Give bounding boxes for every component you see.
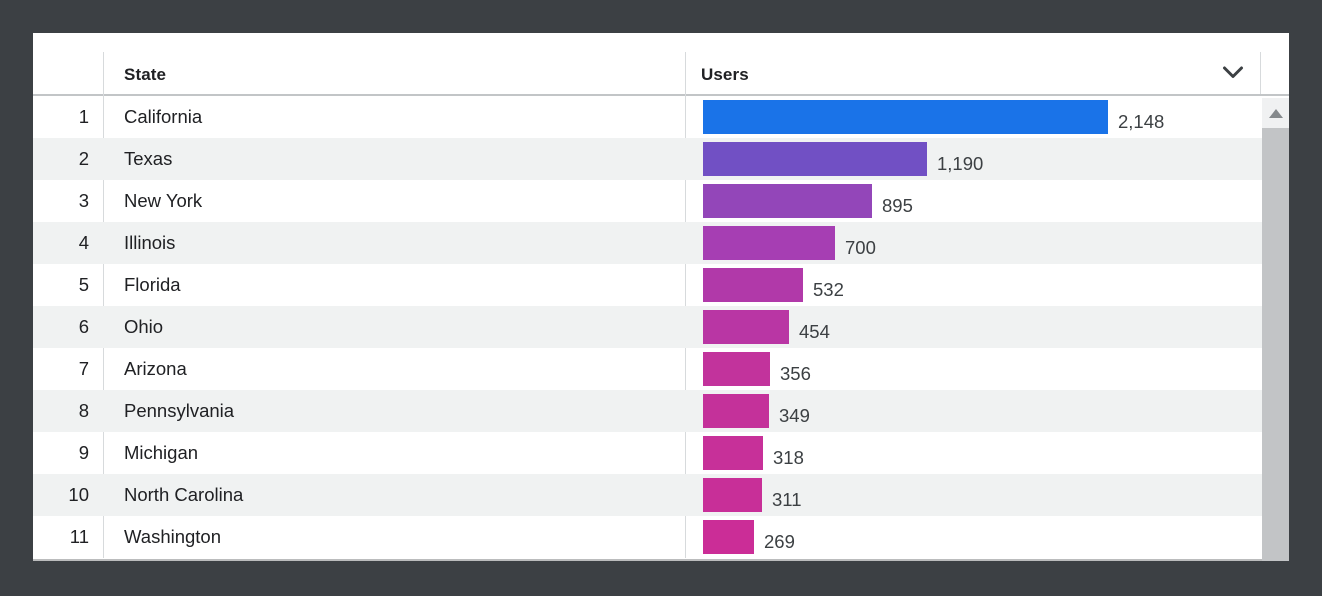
table-header-row: State Users bbox=[33, 33, 1289, 96]
users-bar bbox=[703, 520, 754, 554]
row-state: North Carolina bbox=[124, 484, 244, 505]
scroll-up-button[interactable] bbox=[1262, 98, 1289, 128]
table-row[interactable]: 3 New York 895 bbox=[33, 180, 1289, 222]
users-value: 269 bbox=[764, 530, 795, 552]
users-bar bbox=[703, 478, 762, 512]
vertical-scrollbar[interactable] bbox=[1262, 98, 1289, 561]
row-users-cell: 1,190 bbox=[685, 138, 1289, 180]
row-state: Illinois bbox=[124, 232, 176, 253]
table-row[interactable]: 9 Michigan 318 bbox=[33, 432, 1289, 474]
row-rank: 7 bbox=[78, 358, 89, 379]
row-rank: 1 bbox=[78, 106, 89, 127]
row-state: California bbox=[124, 106, 203, 127]
row-rank: 3 bbox=[78, 190, 89, 211]
users-value: 349 bbox=[779, 404, 810, 426]
row-state: Pennsylvania bbox=[124, 400, 235, 421]
row-users-cell: 700 bbox=[685, 222, 1289, 264]
users-value: 895 bbox=[882, 194, 913, 216]
row-users-cell: 349 bbox=[685, 390, 1289, 432]
row-state: Arizona bbox=[124, 358, 187, 379]
users-bar bbox=[703, 352, 770, 386]
table-row[interactable]: 4 Illinois 700 bbox=[33, 222, 1289, 264]
users-bar bbox=[703, 268, 803, 302]
row-state: Ohio bbox=[124, 316, 164, 337]
row-users-cell: 895 bbox=[685, 180, 1289, 222]
table-row[interactable]: 6 Ohio 454 bbox=[33, 306, 1289, 348]
users-bar bbox=[703, 436, 763, 470]
table-row[interactable]: 7 Arizona 356 bbox=[33, 348, 1289, 390]
row-users-cell: 311 bbox=[685, 474, 1289, 516]
row-rank: 6 bbox=[78, 316, 89, 337]
users-bar bbox=[703, 100, 1108, 134]
row-users-cell: 318 bbox=[685, 432, 1289, 474]
users-value: 700 bbox=[845, 236, 876, 258]
scrollbar-thumb[interactable] bbox=[1262, 128, 1289, 561]
row-rank: 2 bbox=[78, 148, 89, 169]
table-row[interactable]: 10 North Carolina 311 bbox=[33, 474, 1289, 516]
users-value: 532 bbox=[813, 278, 844, 300]
users-value: 311 bbox=[772, 488, 802, 510]
row-users-cell: 532 bbox=[685, 264, 1289, 306]
rank-column-header bbox=[33, 33, 103, 94]
table-row[interactable]: 2 Texas 1,190 bbox=[33, 138, 1289, 180]
table-body: 1 California 2,148 2 Texas 1,190 3 New Y… bbox=[33, 96, 1289, 558]
users-bar bbox=[703, 310, 789, 344]
state-users-divider bbox=[685, 52, 686, 558]
chevron-down-icon[interactable] bbox=[1221, 65, 1245, 81]
users-value: 1,190 bbox=[937, 152, 984, 174]
row-rank: 10 bbox=[68, 484, 89, 505]
users-bar bbox=[703, 142, 927, 176]
state-column-header[interactable]: State bbox=[124, 65, 167, 84]
row-users-cell: 269 bbox=[685, 516, 1289, 558]
rank-state-divider bbox=[103, 52, 104, 558]
row-state: Florida bbox=[124, 274, 181, 295]
row-users-cell: 356 bbox=[685, 348, 1289, 390]
table-row[interactable]: 1 California 2,148 bbox=[33, 96, 1289, 138]
table-row[interactable]: 11 Washington 269 bbox=[33, 516, 1289, 558]
row-users-cell: 454 bbox=[685, 306, 1289, 348]
users-bar bbox=[703, 226, 835, 260]
row-state: New York bbox=[124, 190, 203, 211]
triangle-up-icon bbox=[1268, 108, 1283, 118]
row-rank: 8 bbox=[78, 400, 89, 421]
table-row[interactable]: 8 Pennsylvania 349 bbox=[33, 390, 1289, 432]
users-value: 356 bbox=[780, 362, 811, 384]
users-column-label: Users bbox=[701, 65, 749, 84]
table-row[interactable]: 5 Florida 532 bbox=[33, 264, 1289, 306]
users-bar bbox=[703, 184, 872, 218]
users-column-header[interactable]: Users bbox=[685, 33, 1289, 94]
users-value: 454 bbox=[799, 320, 830, 342]
row-state: Washington bbox=[124, 526, 222, 547]
row-rank: 4 bbox=[78, 232, 89, 253]
row-state: Michigan bbox=[124, 442, 199, 463]
row-rank: 5 bbox=[78, 274, 89, 295]
users-by-state-table: State Users 1 California 2,148 2 Texas 1… bbox=[33, 33, 1289, 561]
row-rank: 9 bbox=[78, 442, 89, 463]
row-rank: 11 bbox=[69, 526, 89, 547]
users-value: 318 bbox=[773, 446, 804, 468]
row-state: Texas bbox=[124, 148, 173, 169]
row-users-cell: 2,148 bbox=[685, 96, 1289, 138]
users-bar bbox=[703, 394, 769, 428]
users-value: 2,148 bbox=[1118, 110, 1165, 132]
users-scrollbar-divider bbox=[1260, 52, 1261, 94]
